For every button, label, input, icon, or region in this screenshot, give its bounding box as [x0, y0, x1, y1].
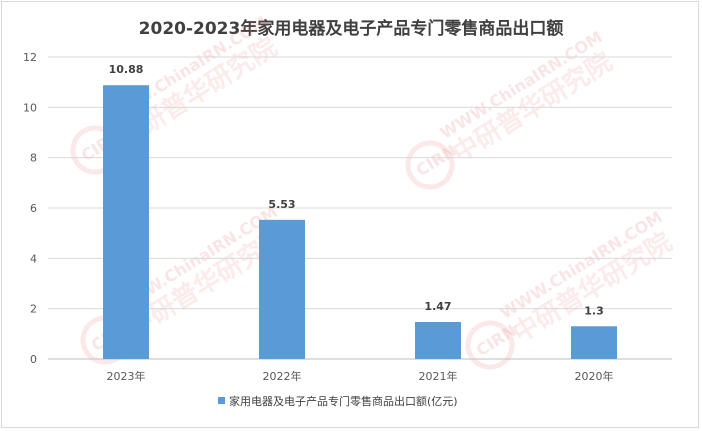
data-label: 10.88 — [109, 63, 144, 76]
x-tick-label: 2022年 — [263, 369, 302, 383]
y-tick-label: 12 — [23, 51, 37, 64]
x-tick-label: 2023年 — [107, 369, 146, 383]
x-tick-label: 2021年 — [419, 369, 458, 383]
y-tick-label: 6 — [30, 202, 37, 215]
x-axis-ticks: 2023年 2022年 2021年 2020年 — [107, 369, 614, 383]
legend-swatch — [218, 397, 225, 404]
bar — [415, 322, 461, 359]
watermark-logo-icon — [405, 140, 455, 190]
bar — [571, 326, 617, 359]
legend: 家用电器及电子产品专门零售商品出口额(亿元) — [218, 394, 458, 408]
bar-series — [103, 85, 617, 359]
y-axis-ticks: 0 2 4 6 8 10 12 — [23, 51, 37, 366]
bar — [259, 219, 305, 359]
watermark-logo-icon — [465, 320, 515, 370]
chart-title: 2020-2023年家用电器及电子产品专门零售商品出口额 — [138, 19, 564, 39]
y-tick-label: 2 — [30, 303, 37, 316]
data-labels: 10.88 5.53 1.47 1.3 — [109, 63, 604, 317]
legend-label: 家用电器及电子产品专门零售商品出口额(亿元) — [229, 394, 458, 408]
bar — [103, 85, 149, 359]
y-tick-label: 10 — [23, 101, 37, 114]
gridlines — [48, 56, 672, 360]
y-tick-label: 4 — [30, 252, 37, 265]
data-label: 1.3 — [584, 304, 604, 317]
x-tick-label: 2020年 — [575, 369, 614, 383]
y-tick-label: 8 — [30, 152, 37, 165]
data-label: 1.47 — [424, 300, 451, 313]
data-label: 5.53 — [268, 198, 295, 211]
y-tick-label: 0 — [30, 353, 37, 366]
